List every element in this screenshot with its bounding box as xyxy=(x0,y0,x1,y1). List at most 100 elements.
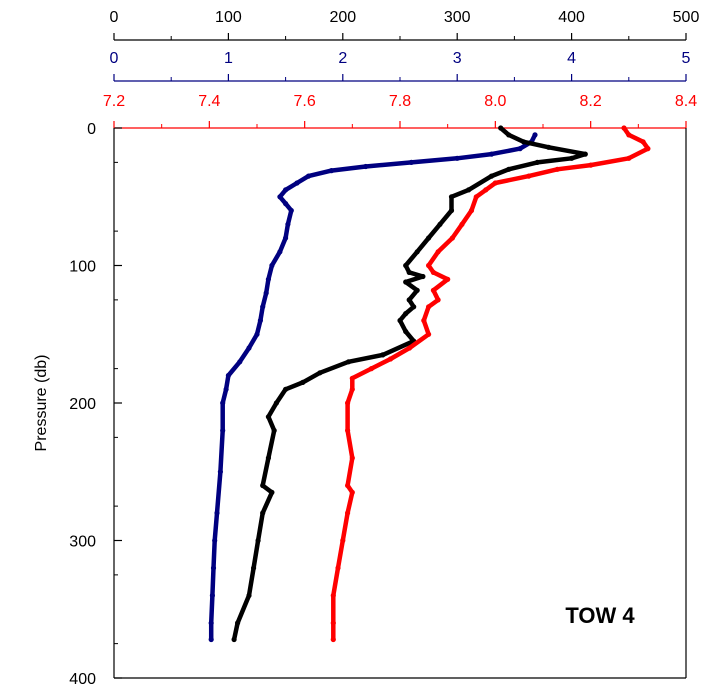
data-point xyxy=(260,482,266,489)
x-tick-label: 8.4 xyxy=(675,93,697,110)
data-point xyxy=(588,162,594,168)
data-point xyxy=(363,163,369,170)
data-point xyxy=(466,187,472,193)
data-point xyxy=(414,249,420,255)
data-point xyxy=(345,400,351,406)
x-tick-label: 3 xyxy=(453,50,462,67)
data-point xyxy=(454,155,460,161)
data-point xyxy=(546,144,552,150)
data-point xyxy=(459,221,465,227)
data-point xyxy=(403,279,409,285)
data-point xyxy=(414,287,420,293)
data-point xyxy=(271,427,277,434)
x-tick-label: 0 xyxy=(110,9,119,26)
y-tick-label: 100 xyxy=(69,259,96,276)
y-tick-label: 300 xyxy=(69,534,96,551)
data-point xyxy=(330,592,336,599)
x-tick-label: 7.6 xyxy=(294,93,316,110)
series-points-2 xyxy=(330,125,651,643)
data-point xyxy=(265,455,271,461)
series-layer xyxy=(208,125,651,643)
data-point xyxy=(220,400,226,406)
x-tick-label: 8.2 xyxy=(580,93,602,110)
data-point xyxy=(277,194,283,200)
data-point xyxy=(328,168,334,174)
data-point xyxy=(406,345,413,351)
data-point xyxy=(426,235,432,241)
data-point xyxy=(582,151,588,157)
data-point xyxy=(260,510,266,516)
x-tick-label: 4 xyxy=(567,50,576,67)
data-point xyxy=(217,469,223,475)
data-point xyxy=(534,159,540,165)
data-point xyxy=(231,636,237,643)
data-point xyxy=(449,235,455,241)
data-point xyxy=(345,510,351,516)
data-point xyxy=(330,636,336,643)
data-point xyxy=(277,249,283,255)
data-point xyxy=(435,249,441,255)
data-point xyxy=(506,166,512,172)
data-point xyxy=(283,235,289,241)
data-point xyxy=(349,375,355,381)
data-point xyxy=(421,317,427,324)
data-point xyxy=(532,132,538,138)
data-point xyxy=(273,400,279,406)
data-point xyxy=(387,356,394,362)
data-point xyxy=(335,565,341,571)
data-point xyxy=(468,207,475,214)
series-points-1 xyxy=(231,125,588,643)
data-point xyxy=(208,620,214,626)
data-point xyxy=(426,304,432,310)
data-point xyxy=(349,386,355,392)
x-tick-label: 7.8 xyxy=(389,93,411,110)
data-point xyxy=(406,297,412,303)
data-point xyxy=(448,194,455,200)
data-point xyxy=(448,207,455,214)
data-point xyxy=(285,221,291,227)
data-point xyxy=(626,132,632,138)
data-point xyxy=(435,297,441,303)
data-point xyxy=(283,201,289,207)
data-point xyxy=(368,366,374,372)
data-point xyxy=(254,331,260,337)
series-points-0 xyxy=(208,132,538,643)
data-point xyxy=(403,328,409,335)
data-point xyxy=(406,269,412,275)
x-tick-label: 200 xyxy=(329,9,356,26)
data-point xyxy=(498,125,504,131)
tow-label: TOW 4 xyxy=(565,603,635,628)
data-point xyxy=(640,139,646,145)
data-point xyxy=(251,565,257,571)
data-point xyxy=(408,159,414,165)
x-tick-label: 2 xyxy=(338,50,347,67)
data-point xyxy=(269,489,275,495)
data-point xyxy=(269,262,275,269)
x-tick-label: 400 xyxy=(558,9,585,26)
data-point xyxy=(220,427,226,434)
data-point xyxy=(380,352,386,358)
data-point xyxy=(294,180,300,186)
data-point xyxy=(237,359,243,365)
data-point xyxy=(430,287,436,293)
data-point xyxy=(255,537,261,544)
x-tick-label: 500 xyxy=(673,9,700,26)
x-tick-label: 8.0 xyxy=(484,93,506,110)
data-point xyxy=(214,510,220,516)
data-point xyxy=(420,273,426,280)
data-point xyxy=(330,620,336,626)
x-tick-label: 7.2 xyxy=(103,93,125,110)
pressure-axis: 0 100 200 300 400 xyxy=(69,121,122,688)
data-point xyxy=(265,414,271,420)
data-point xyxy=(223,386,229,392)
data-point xyxy=(488,173,495,179)
data-point xyxy=(569,155,575,161)
top-x-axes: 0 100 200 300 400 500 0 1 2 3 4 5 7.2 7.4 7.6 7.8 8.0 8.2… xyxy=(103,9,700,128)
data-point xyxy=(345,482,351,489)
data-point xyxy=(473,194,479,200)
data-point xyxy=(626,155,632,161)
data-point xyxy=(210,565,217,571)
x-tick-label: 300 xyxy=(444,9,471,26)
data-point xyxy=(437,221,443,227)
data-point xyxy=(483,187,489,193)
